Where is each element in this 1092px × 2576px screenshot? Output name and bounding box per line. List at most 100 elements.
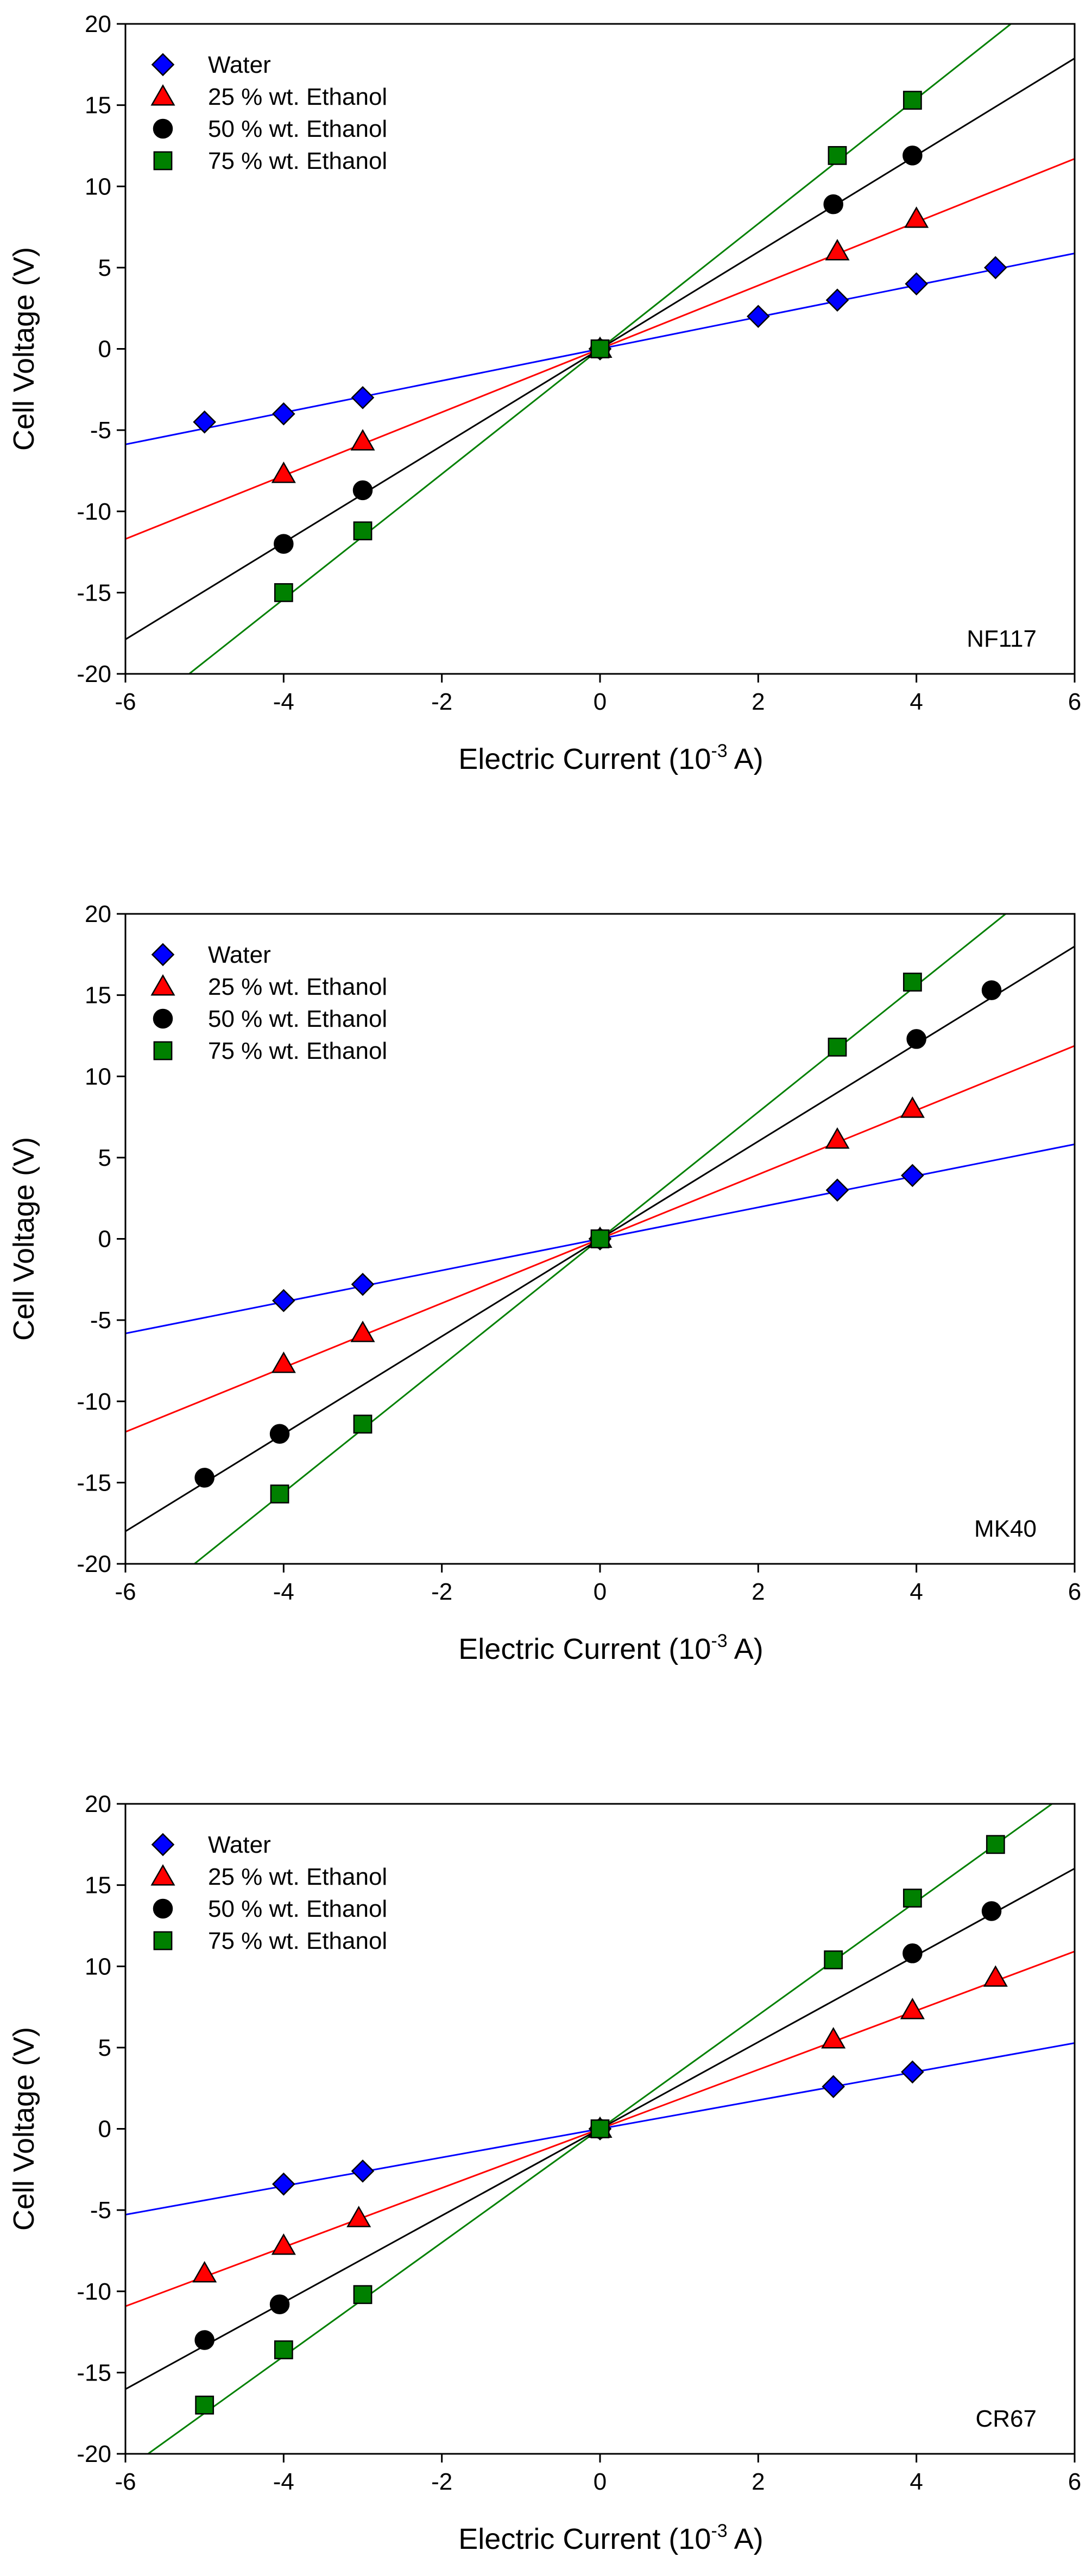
x-tick-label: -4 bbox=[273, 1579, 294, 1605]
legend: Water 25 % wt. Ethanol 50 % wt. Ethanol 75 … bbox=[150, 1832, 387, 1954]
x-tick-label: -4 bbox=[273, 689, 294, 715]
data-point bbox=[823, 194, 843, 214]
data-point bbox=[353, 1415, 373, 1434]
x-axis-title-base: Electric Current (10 bbox=[458, 2523, 711, 2555]
x-axis-title-exponent: -3 bbox=[711, 1631, 727, 1651]
data-point bbox=[983, 1965, 1008, 1987]
y-tick-label: 15 bbox=[85, 1872, 111, 1899]
data-point bbox=[902, 91, 922, 110]
legend-label-2: 25 % wt. Ethanol bbox=[208, 1864, 387, 1890]
legend-marker-1 bbox=[151, 53, 175, 77]
y-axis-title: Cell Voltage (V) bbox=[8, 2027, 40, 2231]
y-tick-label: 10 bbox=[85, 173, 111, 200]
data-point bbox=[900, 1998, 925, 2019]
data-point bbox=[905, 272, 928, 296]
data-point bbox=[346, 2206, 371, 2227]
legend-marker-1 bbox=[151, 1833, 175, 1857]
series-markers-4 bbox=[270, 973, 922, 1504]
y-tick-label: 20 bbox=[85, 1791, 111, 1817]
x-tick-label: 4 bbox=[910, 1579, 923, 1605]
y-tick-label: -15 bbox=[77, 2359, 111, 2386]
data-point bbox=[590, 339, 610, 358]
y-tick-label: 0 bbox=[98, 336, 111, 363]
data-point bbox=[193, 410, 216, 434]
data-point bbox=[274, 2340, 293, 2359]
legend-label-1: Water bbox=[208, 942, 271, 968]
series-markers-4 bbox=[195, 1835, 1005, 2415]
data-point bbox=[822, 2075, 845, 2099]
legend-marker-3 bbox=[153, 1898, 173, 1919]
x-tick-label: -2 bbox=[431, 2468, 452, 2495]
legend-label-2: 25 % wt. Ethanol bbox=[208, 84, 387, 110]
data-point bbox=[353, 521, 373, 541]
legend: Water 25 % wt. Ethanol 50 % wt. Ethanol 75 … bbox=[150, 942, 387, 1064]
x-tick-label: 4 bbox=[910, 689, 923, 715]
y-tick-label: -15 bbox=[77, 1469, 111, 1496]
data-point bbox=[825, 1127, 850, 1149]
data-point bbox=[195, 2395, 214, 2415]
data-point bbox=[272, 1289, 295, 1312]
data-point bbox=[902, 1889, 922, 1908]
y-tick-label: 10 bbox=[85, 1953, 111, 1980]
legend-label-4: 75 % wt. Ethanol bbox=[208, 148, 387, 174]
x-axis-title-suffix: A) bbox=[728, 2523, 763, 2555]
data-point bbox=[901, 1164, 924, 1188]
legend-marker-2 bbox=[150, 974, 175, 996]
data-point bbox=[821, 2026, 846, 2049]
data-point bbox=[192, 2261, 217, 2283]
data-point bbox=[351, 2159, 375, 2183]
data-point bbox=[351, 1272, 375, 1296]
data-point bbox=[351, 386, 375, 409]
legend-marker-2 bbox=[150, 1864, 175, 1886]
x-tick-label: 0 bbox=[594, 1579, 607, 1605]
y-tick-label: -5 bbox=[90, 1307, 111, 1334]
data-point bbox=[900, 1096, 925, 1118]
legend-marker-4 bbox=[153, 1931, 173, 1950]
y-tick-label: -20 bbox=[77, 661, 111, 687]
x-axis: -6 -4 -2 0 2 4 6 bbox=[115, 2454, 1081, 2495]
x-tick-label: 0 bbox=[594, 2468, 607, 2495]
data-point bbox=[271, 462, 296, 483]
x-axis-title-suffix: A) bbox=[728, 743, 763, 775]
x-tick-label: 2 bbox=[752, 2468, 765, 2495]
x-axis-title: Electric Current (10-3 A) bbox=[458, 2521, 763, 2555]
legend-label-2: 25 % wt. Ethanol bbox=[208, 974, 387, 1000]
data-point bbox=[194, 2330, 214, 2350]
y-axis-title: Cell Voltage (V) bbox=[8, 1137, 40, 1341]
data-point bbox=[902, 1943, 923, 1963]
data-point bbox=[981, 1901, 1002, 1921]
x-axis-title-base: Electric Current (10 bbox=[458, 743, 711, 775]
legend-label-4: 75 % wt. Ethanol bbox=[208, 1928, 387, 1954]
data-point bbox=[274, 534, 294, 554]
data-point bbox=[269, 2294, 290, 2314]
data-point bbox=[272, 2172, 295, 2196]
data-point bbox=[981, 980, 1002, 1000]
x-tick-label: -4 bbox=[273, 2468, 294, 2495]
y-tick-label: 5 bbox=[98, 2035, 111, 2061]
legend-marker-4 bbox=[153, 1041, 173, 1060]
x-tick-label: 4 bbox=[910, 2468, 923, 2495]
legend-marker-2 bbox=[150, 84, 175, 106]
y-tick-label: 20 bbox=[85, 901, 111, 927]
data-point bbox=[269, 1424, 290, 1444]
legend: Water 25 % wt. Ethanol 50 % wt. Ethanol 75 … bbox=[150, 52, 387, 174]
x-tick-label: -2 bbox=[431, 1579, 452, 1605]
legend-marker-4 bbox=[153, 151, 173, 171]
data-point bbox=[274, 583, 293, 602]
data-point bbox=[824, 1950, 843, 1969]
data-point bbox=[828, 146, 847, 165]
data-point bbox=[194, 1468, 214, 1488]
y-tick-label: 0 bbox=[98, 2116, 111, 2143]
y-tick-label: 5 bbox=[98, 255, 111, 281]
series-markers-3 bbox=[194, 1901, 1002, 2350]
legend-label-1: Water bbox=[208, 52, 271, 78]
data-point bbox=[902, 146, 923, 166]
data-point bbox=[906, 1029, 926, 1049]
data-point bbox=[901, 2060, 924, 2084]
y-tick-label: -10 bbox=[77, 498, 111, 525]
panel-label: MK40 bbox=[974, 1516, 1037, 1542]
x-axis-title-exponent: -3 bbox=[711, 2521, 727, 2541]
